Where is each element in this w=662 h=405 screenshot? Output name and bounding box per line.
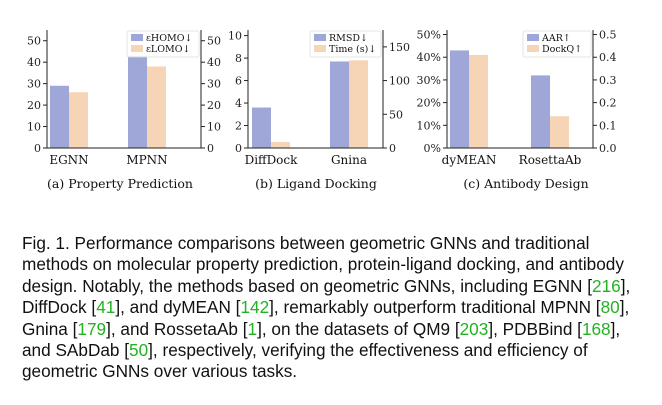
legend-swatch [527,34,539,41]
right-tick-label: 20 [207,99,221,112]
citation-ref[interactable]: 168 [581,318,611,339]
left-tick-label: 40 [27,56,41,69]
bar-property-right-1 [147,66,166,148]
charts-svg: EGNN MPNN0102030405001020304050εHOMO↓εLOM… [27,29,617,167]
caption-text: ], PDBBind [ [488,318,582,339]
legend-box [126,30,200,58]
caption-text: ], and RossetaAb [ [106,318,248,339]
right-tick-label: 0.3 [599,74,617,87]
caption-text: ], on the datasets of QM9 [ [257,318,460,339]
legend-label: εLOMO↓ [146,44,191,55]
citation-ref[interactable]: 179 [77,318,107,339]
citation-ref[interactable]: 50 [129,340,149,361]
caption-text: ], and SAbDab [ [22,318,621,361]
left-tick-label: 30% [417,74,441,87]
right-tick-label: 30 [207,78,221,91]
left-tick-label: 0 [34,142,41,155]
citation-ref[interactable]: 80 [600,297,620,318]
legend-label: Time (s)↓ [329,44,376,55]
bar-docking-right-0 [271,141,290,148]
caption-text: ], and dyMEAN [ [115,297,241,318]
left-tick-label: 0% [424,142,441,155]
right-tick-label: 0.1 [599,119,617,132]
caption-text: Performance comparisons between geometri… [22,233,624,296]
right-tick-label: 40 [207,56,221,69]
left-tick-label: 10 [27,121,41,134]
right-tick-label: 100 [389,75,410,88]
right-tick-label: 0.0 [599,142,617,155]
right-tick-label: 50 [389,108,403,121]
caption-label: Fig. 1. [22,233,70,253]
figure-caption: Fig. 1. Performance comparisons between … [22,233,648,383]
bar-antibody-left-1 [531,75,550,148]
caption-body: Performance comparisons between geometri… [22,233,630,381]
left-tick-label: 6 [235,75,242,88]
right-tick-label: 0 [389,142,396,155]
right-tick-label: 0.4 [599,51,617,64]
citation-ref[interactable]: 203 [459,318,489,339]
right-tick-label: 0.5 [599,29,617,42]
legend-swatch [314,34,326,41]
legend-label: εHOMO↓ [146,33,192,44]
right-tick-label: 50 [207,35,221,48]
right-tick-label: 0.2 [599,97,617,110]
left-tick-label: 20 [27,99,41,112]
right-tick-label: 10 [207,121,221,134]
legend-label: DockQ↑ [542,44,582,55]
legend-swatch [131,45,143,52]
left-tick-label: 4 [235,97,242,110]
x-tick-label: Gnina [331,153,367,167]
legend-swatch [314,45,326,52]
x-tick-label: MPNN [126,153,167,167]
legend-box [522,30,592,58]
citation-ref[interactable]: 41 [96,297,116,318]
left-tick-label: 10% [417,119,441,132]
legend-swatch [131,34,143,41]
bar-property-right-0 [69,92,88,148]
left-tick-label: 50 [27,35,41,48]
bar-property-left-1 [128,55,147,148]
left-tick-label: 10 [228,30,242,43]
right-tick-label: 150 [389,41,410,54]
legend-box [309,30,382,58]
x-tick-label: DiffDock [245,153,299,167]
x-tick-label: RosettaAb [519,153,582,167]
left-tick-label: 20% [417,97,441,110]
bar-docking-left-1 [330,61,349,148]
left-tick-label: 8 [235,52,242,65]
citation-ref[interactable]: 216 [592,275,621,296]
citation-ref[interactable]: 142 [240,297,270,318]
citation-ref[interactable]: 1 [247,318,258,339]
x-tick-label: EGNN [49,153,88,167]
subcaption-property: (a) Property Prediction [47,176,193,191]
bar-antibody-right-0 [469,54,488,148]
left-tick-label: 0 [235,142,242,155]
subcaption-antibody: (c) Antibody Design [463,176,589,191]
legend-label: AAR↑ [541,33,571,44]
bar-antibody-right-1 [550,116,569,148]
left-tick-label: 30 [27,78,41,91]
bar-antibody-left-0 [450,50,469,148]
caption-text: ], respectively, verifying the effective… [22,340,588,382]
figure: EGNN MPNN 0 10 20 30 40 50 0 10 20 30 40 50 εHOMO↓ εLOM… [27,29,617,191]
x-tick-label: dyMEAN [442,153,497,167]
caption-text: ], Gnina [ [22,297,630,339]
caption-text: ], DiffDock [ [22,275,631,318]
right-tick-label: 0 [207,142,214,155]
left-tick-label: 2 [235,120,242,133]
bar-property-left-0 [50,85,69,148]
caption-text: ], remarkably outperform traditional MPN… [269,297,601,318]
bar-docking-right-1 [349,60,368,148]
legend-label: RMSD↓ [329,33,368,44]
left-tick-label: 40% [417,51,441,64]
legend-swatch [527,45,539,52]
bar-docking-left-0 [252,107,271,148]
left-tick-label: 50% [417,29,441,42]
subcaption-docking: (b) Ligand Docking [255,176,377,191]
